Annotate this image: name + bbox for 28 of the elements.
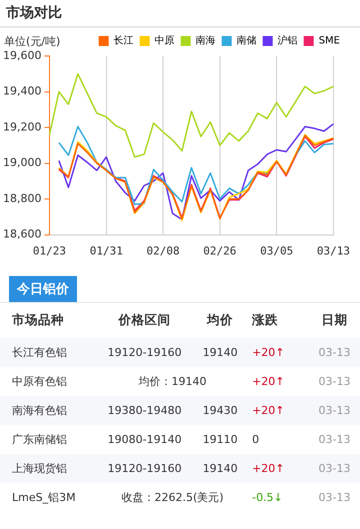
- y-axis-title: 单位(元/吨): [4, 34, 60, 48]
- x-tick-label: 01/23: [32, 244, 66, 258]
- y-tick-label: 18,600: [2, 228, 42, 241]
- x-tick-label: 03/13: [316, 244, 350, 258]
- y-tick-label: 19,400: [2, 84, 42, 98]
- x-tick-label: 03/05: [260, 244, 294, 258]
- legend-label: 沪铝: [278, 34, 298, 47]
- x-tick-label: 01/31: [90, 244, 123, 258]
- text: 长江有色铝 19120-19160 19140 +20↑ 03-13: [12, 346, 350, 359]
- text: 南海有色铝 19380-19480 19430 +20↑ 03-13: [12, 404, 350, 417]
- text: LmeS_铝3M 收盘：2262.5(美元) -0.5↓ 03-13: [12, 491, 350, 504]
- legend-label: 长江: [114, 34, 134, 47]
- x-tick-label: 02/08: [146, 244, 180, 258]
- legend-label: 南储: [236, 34, 257, 47]
- legend-label: 南海: [196, 34, 216, 47]
- text: 今日铝价: [9, 276, 77, 302]
- text: 市场品种 价格区间 均价 涨跌 日期: [12, 312, 348, 327]
- text: 中原有色铝 均价：19140 +20↑ 03-13: [12, 375, 350, 388]
- y-tick-label: 19,200: [2, 120, 42, 134]
- legend-label: SME: [318, 36, 340, 47]
- legend-label: 中原: [154, 34, 175, 47]
- y-tick-label: 19,000: [2, 156, 42, 170]
- y-tick-label: 18,800: [2, 192, 42, 205]
- y-tick-label: 19,600: [2, 48, 42, 62]
- text: 上海现货铝 19120-19160 19140 +20↑ 03-13: [12, 462, 350, 475]
- text: 广东南储铝 19080-19140 19110 0 03-13: [12, 433, 350, 446]
- chart-title: 市场对比: [0, 0, 360, 28]
- x-tick-label: 02/26: [203, 244, 236, 258]
